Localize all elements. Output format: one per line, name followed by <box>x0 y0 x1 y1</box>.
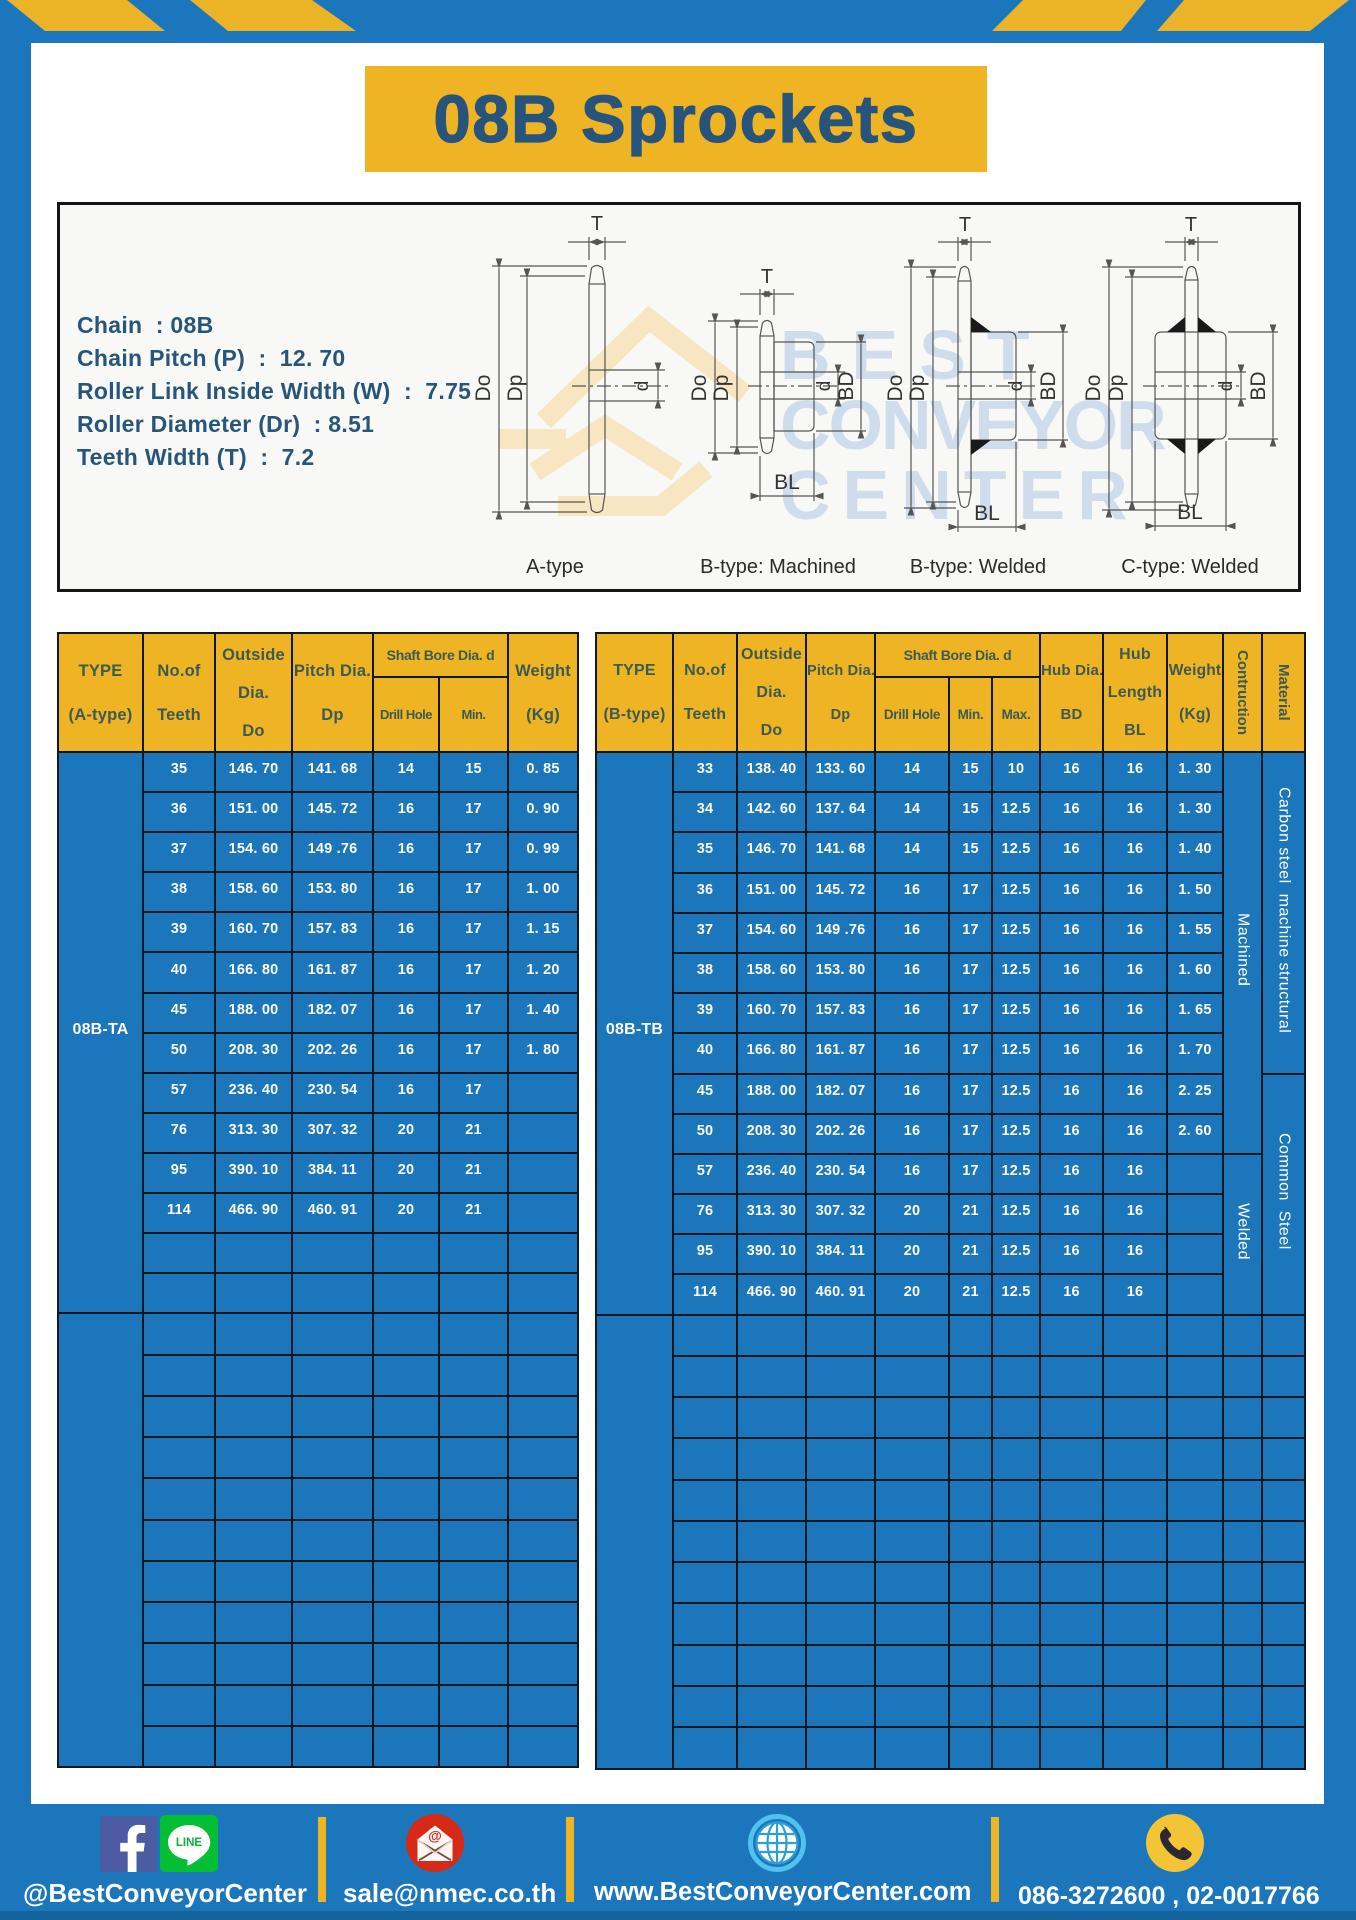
svg-text:BL: BL <box>774 471 800 494</box>
svg-text:BD: BD <box>835 371 858 400</box>
svg-text:LINE: LINE <box>176 1837 203 1849</box>
svg-text:d: d <box>1216 381 1237 392</box>
svg-text:BEST: BEST <box>780 316 1051 394</box>
svg-text:Dp: Dp <box>1105 375 1128 402</box>
svg-text:Do: Do <box>884 375 907 402</box>
svg-text:Do: Do <box>472 375 495 402</box>
svg-text:Dp: Dp <box>906 375 929 402</box>
svg-text:Do: Do <box>688 375 711 402</box>
svg-text:T: T <box>591 213 603 235</box>
svg-text:Dp: Dp <box>710 375 733 402</box>
svg-text:@: @ <box>428 1828 442 1844</box>
svg-text:d: d <box>1006 381 1027 392</box>
svg-text:BD: BD <box>1037 371 1060 400</box>
svg-text:T: T <box>1185 214 1197 236</box>
svg-text:BL: BL <box>974 502 1000 525</box>
svg-text:Dp: Dp <box>504 375 527 402</box>
svg-text:BL: BL <box>1177 501 1203 524</box>
svg-text:T: T <box>959 214 971 236</box>
svg-text:BD: BD <box>1247 371 1270 400</box>
svg-text:T: T <box>761 266 773 288</box>
svg-text:d: d <box>814 381 835 392</box>
svg-text:d: d <box>632 381 653 392</box>
svg-text:CENTER: CENTER <box>780 456 1140 534</box>
svg-text:Do: Do <box>1082 375 1105 402</box>
